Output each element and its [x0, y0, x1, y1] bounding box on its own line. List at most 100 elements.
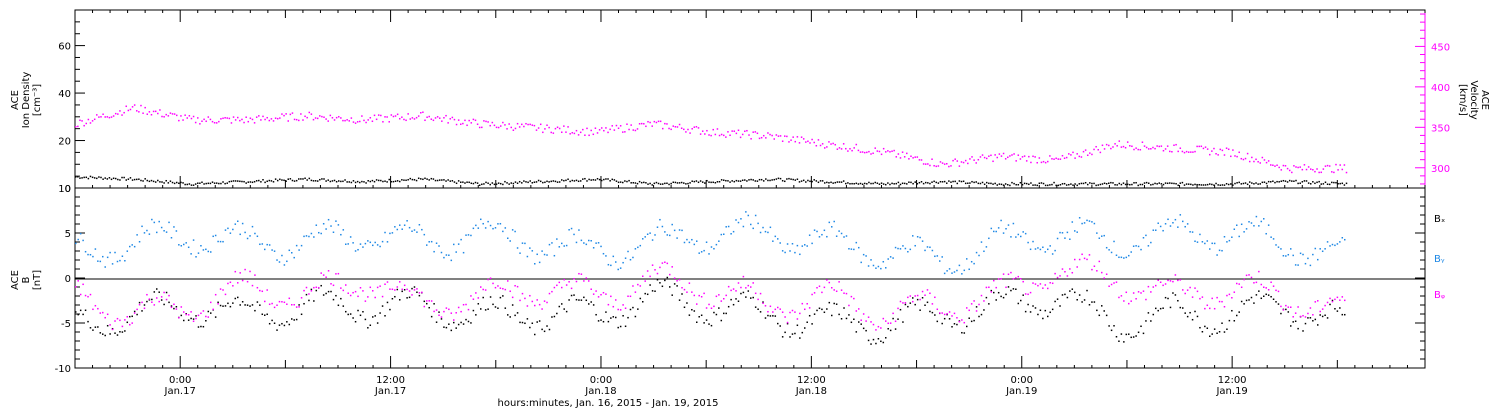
velocity-point	[489, 124, 491, 127]
b-bx-point	[698, 316, 700, 318]
b-bx-point	[1213, 328, 1216, 330]
density-point	[941, 181, 944, 183]
density-point	[1164, 182, 1167, 184]
b-bx-point	[762, 301, 764, 303]
b-bz-point	[1228, 293, 1231, 296]
velocity-point	[201, 120, 203, 122]
b-by-point	[295, 244, 298, 247]
b-by-point	[376, 244, 379, 246]
b-by-point	[939, 260, 941, 262]
b-by-point	[1061, 232, 1064, 234]
b-bz-point	[828, 281, 831, 284]
b-bz-point	[82, 283, 84, 286]
velocity-point	[1261, 156, 1264, 159]
b-bx-point	[585, 299, 588, 302]
b-bx-point	[1152, 313, 1155, 316]
b-bz-point	[384, 283, 386, 285]
b-by-point	[475, 224, 477, 227]
b-bx-point	[818, 307, 821, 310]
b-bx-point	[745, 296, 747, 298]
velocity-point	[138, 111, 140, 113]
density-point	[634, 182, 637, 184]
density-point	[687, 182, 689, 185]
b-by-point	[308, 235, 310, 238]
b-by-point	[200, 244, 202, 247]
velocity-point	[289, 113, 292, 116]
velocity-point	[1297, 166, 1299, 169]
velocity-point	[146, 113, 149, 115]
b-bz-point	[843, 292, 845, 294]
b-bz-point	[190, 311, 192, 313]
b-bz-point	[146, 293, 148, 296]
density-point	[1341, 182, 1344, 185]
b-by-point	[119, 259, 121, 262]
b-bx-point	[769, 315, 772, 317]
density-point	[1082, 182, 1085, 185]
density-point	[813, 179, 815, 181]
density-point	[758, 178, 761, 181]
b-bx-point	[845, 317, 848, 320]
density-point	[655, 181, 658, 184]
density-point	[291, 179, 294, 182]
b-bx-point	[916, 298, 919, 301]
density-point	[365, 182, 367, 184]
density-point	[382, 180, 384, 183]
b-bz-point	[580, 273, 583, 275]
b-bz-point	[1044, 284, 1047, 286]
b-bx-point	[715, 313, 718, 316]
b-by-point	[538, 261, 541, 264]
density-point	[845, 182, 847, 185]
velocity-point	[786, 135, 788, 138]
b-bx-point	[1005, 293, 1007, 296]
b-bz-point	[605, 293, 607, 295]
density-point	[1110, 181, 1112, 184]
velocity-point	[1253, 160, 1255, 163]
velocity-point	[910, 155, 912, 158]
b-bx-point	[946, 313, 948, 316]
density-point	[529, 180, 531, 182]
b-by-point	[875, 267, 877, 269]
velocity-point	[390, 114, 393, 116]
b-bx-point	[1027, 303, 1029, 306]
b-by-point	[433, 250, 435, 253]
density-point	[253, 180, 256, 183]
density-point	[512, 182, 515, 185]
b-bz-point	[862, 313, 865, 315]
velocity-point	[720, 133, 723, 136]
density-point	[935, 181, 937, 184]
density-point	[1335, 181, 1337, 184]
b-bx-point	[742, 291, 745, 294]
velocity-point	[586, 127, 588, 130]
density-point	[910, 181, 912, 184]
density-point	[409, 177, 412, 180]
density-point	[535, 181, 538, 183]
b-bx-point	[119, 331, 121, 333]
velocity-point	[327, 120, 329, 122]
b-bz-point	[1177, 279, 1179, 282]
density-point	[190, 184, 193, 186]
density-point	[1270, 181, 1272, 183]
b-bz-point	[487, 278, 489, 281]
b-bz-point	[426, 300, 428, 302]
b-by-point	[300, 244, 303, 247]
b-bx-point	[1101, 305, 1103, 307]
density-point	[817, 181, 820, 184]
density-point	[1028, 183, 1030, 186]
b-by-point	[1282, 254, 1285, 257]
b-bz-point	[644, 280, 646, 282]
b-bx-point	[988, 303, 990, 305]
velocity-point	[855, 143, 858, 146]
b-bz-point	[858, 308, 860, 310]
b-by-point	[637, 246, 639, 249]
b-by-point	[264, 248, 266, 251]
density-point	[1202, 184, 1205, 186]
legend-by: Bᵧ	[1434, 254, 1445, 265]
velocity-point	[807, 140, 809, 143]
velocity-point	[1086, 154, 1089, 156]
density-point	[298, 178, 300, 180]
x-tick-time-label: 0:00	[1011, 375, 1033, 386]
density-point	[424, 177, 426, 180]
density-point	[121, 176, 123, 179]
velocity-point	[87, 118, 90, 121]
b-bx-point	[723, 312, 725, 315]
